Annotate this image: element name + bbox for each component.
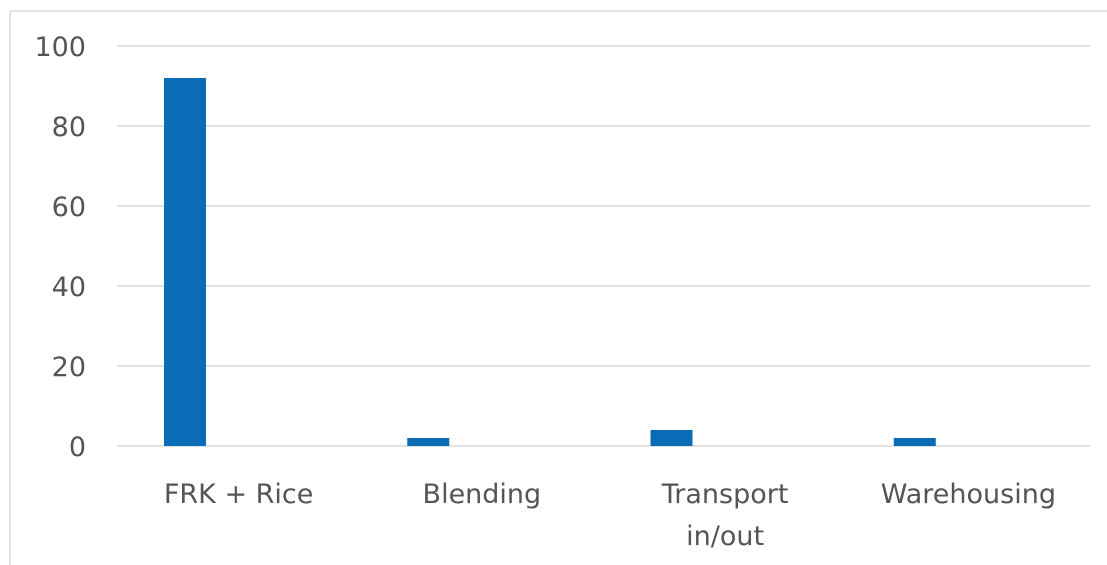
y-axis-ticks: 0 20 40 60 80 100 bbox=[34, 32, 86, 463]
y-tick-label: 40 bbox=[52, 272, 86, 303]
bars bbox=[164, 78, 936, 446]
bar-3 bbox=[893, 438, 936, 446]
chart-frame bbox=[9, 10, 1107, 565]
x-category-label: Blending bbox=[423, 479, 542, 510]
bar-0 bbox=[164, 78, 206, 446]
bar-2 bbox=[650, 430, 693, 446]
x-category-label: Warehousing bbox=[881, 479, 1056, 510]
bar-1 bbox=[407, 438, 450, 446]
gridlines bbox=[117, 45, 1090, 447]
y-tick-label: 100 bbox=[34, 32, 86, 63]
x-category-label: Transport in/out bbox=[661, 479, 789, 552]
y-tick-label: 80 bbox=[52, 112, 86, 143]
y-tick-label: 20 bbox=[52, 352, 86, 383]
y-tick-label: 0 bbox=[69, 432, 86, 463]
x-category-label: FRK + Rice bbox=[164, 479, 314, 510]
x-axis-labels: FRK + Rice Blending Transport in/out Warehou… bbox=[164, 479, 1056, 552]
y-tick-label: 60 bbox=[52, 192, 86, 223]
